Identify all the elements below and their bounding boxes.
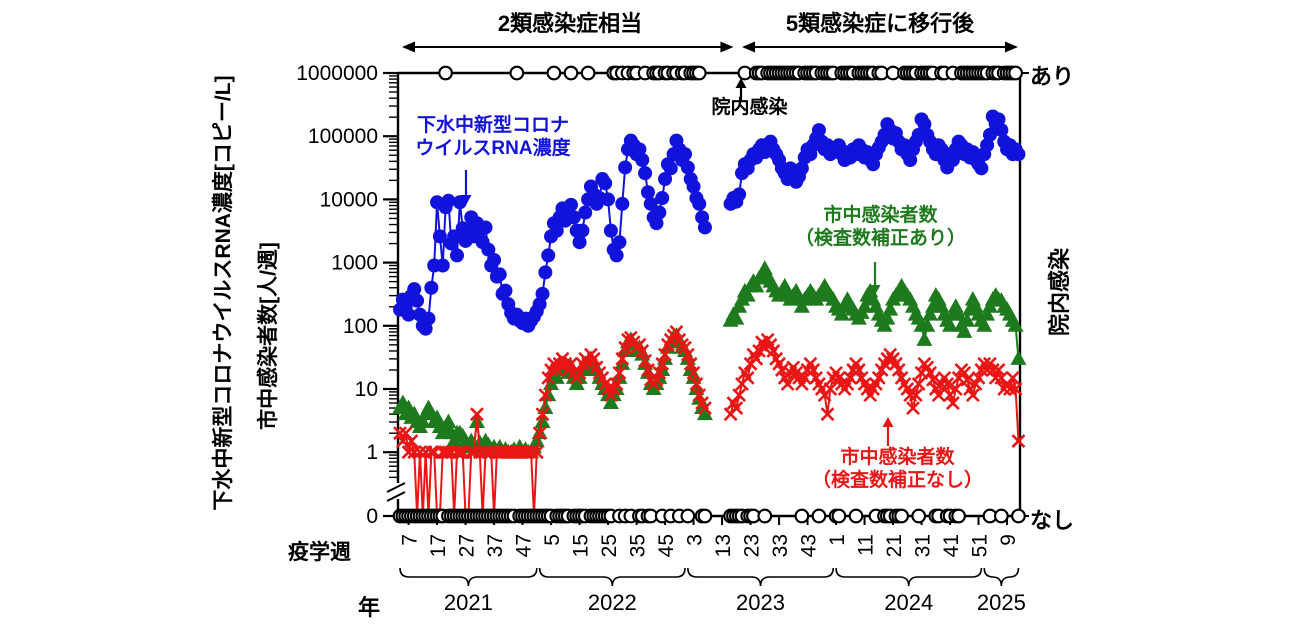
hospital-infection-absent-row <box>392 508 1026 524</box>
right-axis-title: 院内感染 <box>1047 248 1072 337</box>
series-corrected-cases <box>392 260 1027 459</box>
svg-text:1000: 1000 <box>331 252 378 275</box>
svg-text:7: 7 <box>399 534 422 546</box>
annotation-arrows <box>460 78 894 446</box>
svg-text:11: 11 <box>855 534 878 556</box>
svg-text:2025: 2025 <box>977 590 1026 615</box>
annotation-line: 市中感染者数 <box>840 447 955 468</box>
svg-text:10000: 10000 <box>320 188 378 211</box>
annotation-line: 市中感染者数 <box>823 205 938 226</box>
svg-text:5: 5 <box>541 534 564 546</box>
svg-text:13: 13 <box>712 534 735 557</box>
hospital-infection-annotation: 院内感染 <box>711 97 788 118</box>
svg-text:37: 37 <box>484 534 507 557</box>
hospital-absent-label: なし <box>1030 508 1075 533</box>
svg-text:47: 47 <box>513 534 536 557</box>
series-wastewater-rna <box>393 109 1026 336</box>
svg-text:100: 100 <box>343 315 378 338</box>
svg-text:10: 10 <box>355 378 378 401</box>
series-uncorrected-cases <box>393 325 1026 523</box>
svg-text:51: 51 <box>969 534 992 557</box>
annotation-line: （検査数補正なし） <box>811 470 983 491</box>
svg-text:2023: 2023 <box>736 590 785 615</box>
svg-text:17: 17 <box>427 534 450 557</box>
hospital-infection-present-row <box>438 65 1023 81</box>
annotation-line: ウイルスRNA濃度 <box>415 138 571 159</box>
svg-text:0: 0 <box>366 505 378 528</box>
svg-text:9: 9 <box>997 534 1020 546</box>
annotation-line: （検査数補正あり） <box>794 228 966 249</box>
svg-text:43: 43 <box>798 534 821 557</box>
regime-class2-label: 2類感染症相当 <box>497 11 643 36</box>
svg-text:27: 27 <box>456 534 479 557</box>
uncorrected-series-annotation: 市中感染者数 （検査数補正なし） <box>810 446 985 492</box>
svg-text:31: 31 <box>912 534 935 557</box>
svg-text:25: 25 <box>598 534 621 557</box>
year-axis-title: 年 <box>358 595 381 620</box>
regime-class5-label: 5類感染症に移行後 <box>785 11 975 36</box>
y-axis-title-outer: 下水中新型コロナウイルスRNA濃度[コピー/L] <box>212 75 235 511</box>
annotation-line: 下水中新型コロナ <box>416 115 569 136</box>
svg-text:1000000: 1000000 <box>296 62 378 85</box>
hospital-present-label: あり <box>1030 64 1075 89</box>
svg-text:33: 33 <box>769 534 792 557</box>
wastewater-series-annotation: 下水中新型コロナ ウイルスRNA濃度 <box>408 114 578 160</box>
svg-text:2021: 2021 <box>444 590 493 615</box>
x-axis-title: 疫学週 <box>288 541 351 564</box>
svg-text:45: 45 <box>655 534 678 557</box>
corrected-series-annotation: 市中感染者数 （検査数補正あり） <box>793 204 968 250</box>
y-axis-title-inner: 市中感染者数[人/週] <box>257 242 280 430</box>
svg-text:3: 3 <box>684 534 707 546</box>
svg-text:41: 41 <box>940 534 963 557</box>
svg-text:2024: 2024 <box>884 590 933 615</box>
svg-text:1: 1 <box>826 534 849 546</box>
svg-text:1: 1 <box>366 441 378 464</box>
svg-text:15: 15 <box>570 534 593 557</box>
svg-text:100000: 100000 <box>308 125 378 148</box>
svg-text:21: 21 <box>883 534 906 557</box>
x-axis: 7 17 27 37 47 5 15 25 35 45 3 13 23 33 43 1 11 21 31 41 51 9 <box>399 516 1020 557</box>
regime-arrows <box>402 41 1018 53</box>
svg-text:35: 35 <box>627 534 650 557</box>
svg-text:23: 23 <box>741 534 764 557</box>
year-braces: 2021 2022 2023 2024 2025 <box>399 567 1026 615</box>
svg-text:2022: 2022 <box>588 590 637 615</box>
